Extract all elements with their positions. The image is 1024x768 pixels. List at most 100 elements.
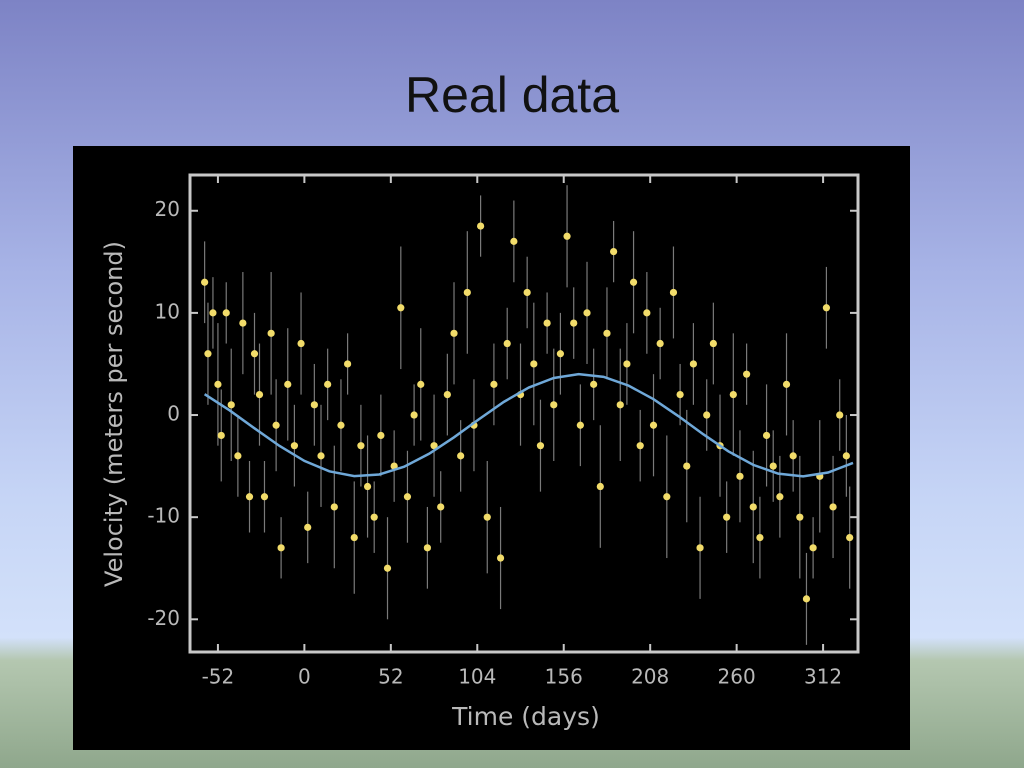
data-point bbox=[669, 288, 678, 297]
data-point bbox=[463, 288, 471, 297]
data-point bbox=[357, 442, 365, 450]
data-point bbox=[789, 452, 797, 460]
y-tick-label: 20 bbox=[155, 197, 180, 221]
data-point bbox=[656, 339, 664, 348]
data-point bbox=[616, 401, 624, 409]
data-point bbox=[390, 462, 398, 470]
data-point bbox=[523, 288, 531, 297]
fit-curve bbox=[203, 372, 854, 478]
x-tick-label: 104 bbox=[458, 665, 496, 689]
data-point bbox=[245, 493, 254, 501]
data-point bbox=[496, 554, 505, 562]
data-point bbox=[272, 421, 280, 429]
data-point bbox=[209, 309, 217, 317]
x-tick-label: 0 bbox=[298, 665, 311, 689]
data-point bbox=[437, 503, 445, 511]
data-point bbox=[623, 360, 631, 368]
data-point bbox=[377, 431, 385, 440]
data-point bbox=[350, 534, 358, 542]
data-point bbox=[510, 237, 518, 245]
data-point bbox=[822, 304, 831, 312]
data-point bbox=[736, 472, 744, 480]
chart: Time (days) Velocity (meters per second)… bbox=[73, 146, 910, 750]
x-tick-label: 208 bbox=[631, 665, 669, 689]
y-tick-label: -20 bbox=[147, 606, 180, 630]
data-point bbox=[570, 319, 578, 327]
data-point bbox=[277, 544, 285, 552]
data-point bbox=[636, 442, 644, 450]
data-point bbox=[370, 513, 378, 521]
data-point bbox=[689, 360, 698, 368]
data-point bbox=[683, 462, 691, 470]
data-point bbox=[304, 523, 312, 531]
data-point bbox=[227, 401, 235, 409]
data-point bbox=[290, 442, 299, 450]
data-point bbox=[457, 452, 465, 460]
x-tick-label: 312 bbox=[804, 665, 842, 689]
data-point bbox=[324, 380, 332, 388]
data-point bbox=[543, 319, 551, 327]
data-point bbox=[530, 360, 538, 368]
data-point bbox=[743, 370, 751, 378]
y-tick-label: 10 bbox=[155, 299, 180, 323]
data-point bbox=[260, 493, 269, 501]
data-point bbox=[723, 513, 731, 521]
data-point bbox=[344, 360, 352, 368]
data-point bbox=[239, 319, 247, 327]
slide-title: Real data bbox=[404, 67, 620, 123]
data-point bbox=[776, 493, 784, 501]
data-point bbox=[846, 534, 854, 542]
data-point bbox=[410, 411, 418, 419]
data-point bbox=[649, 421, 658, 429]
data-point bbox=[201, 278, 209, 286]
data-point bbox=[809, 544, 817, 552]
data-point bbox=[297, 339, 305, 348]
data-point bbox=[403, 493, 412, 501]
y-axis-label: Velocity (meters per second) bbox=[100, 241, 128, 587]
data-point bbox=[550, 401, 558, 409]
data-point bbox=[423, 544, 432, 552]
x-tick-label: 260 bbox=[718, 665, 756, 689]
data-point bbox=[430, 442, 438, 450]
data-point bbox=[596, 482, 604, 491]
data-point bbox=[802, 595, 811, 603]
data-point bbox=[477, 222, 485, 230]
data-point bbox=[696, 544, 704, 552]
data-point bbox=[603, 329, 611, 337]
data-point bbox=[709, 339, 717, 348]
data-point bbox=[204, 350, 212, 358]
data-point bbox=[310, 401, 318, 409]
data-point bbox=[663, 493, 671, 501]
plot-frame bbox=[188, 173, 860, 654]
x-axis-label: Time (days) bbox=[451, 702, 600, 731]
data-point bbox=[443, 391, 451, 399]
data-point bbox=[749, 503, 757, 511]
data-point bbox=[756, 534, 764, 542]
data-point bbox=[317, 452, 325, 460]
data-point bbox=[769, 462, 777, 470]
data-point bbox=[383, 564, 392, 572]
data-point bbox=[337, 421, 345, 429]
data-point bbox=[284, 380, 292, 388]
data-point bbox=[782, 380, 791, 388]
data-point bbox=[729, 391, 737, 399]
data-point bbox=[796, 513, 804, 521]
data-point bbox=[503, 339, 511, 348]
data-point bbox=[234, 452, 242, 460]
x-tick-label: 52 bbox=[378, 665, 403, 689]
data-point bbox=[836, 411, 844, 419]
data-point bbox=[610, 248, 618, 256]
data-point bbox=[563, 232, 571, 240]
data-point bbox=[576, 421, 584, 429]
data-point bbox=[583, 309, 591, 317]
data-point bbox=[214, 380, 222, 388]
data-point bbox=[267, 329, 275, 337]
data-point bbox=[590, 380, 598, 388]
data-point bbox=[417, 380, 425, 388]
data-point bbox=[363, 482, 372, 491]
data-point bbox=[829, 503, 837, 511]
data-point bbox=[629, 278, 638, 286]
y-tick-label: 0 bbox=[167, 402, 180, 426]
data-point bbox=[842, 452, 850, 460]
